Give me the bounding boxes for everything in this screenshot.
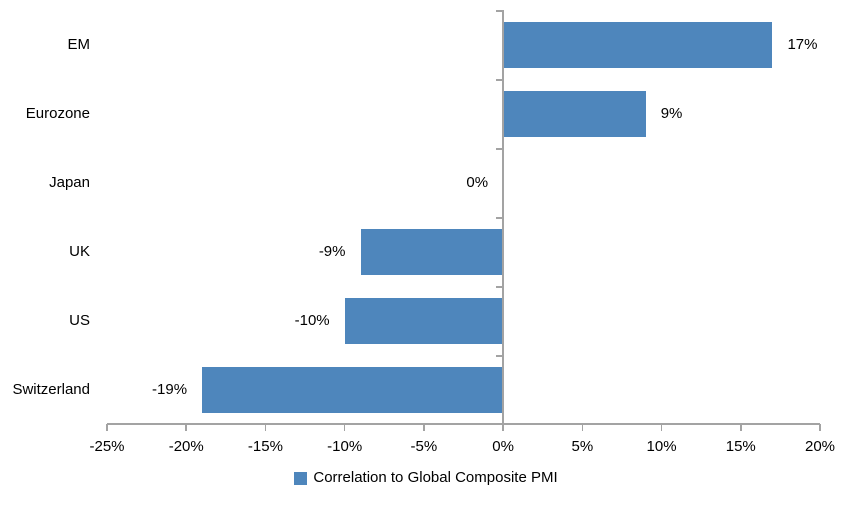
x-axis-line <box>107 423 820 425</box>
x-tick-label: -25% <box>89 438 125 455</box>
value-label: -19% <box>152 380 188 398</box>
x-tick-label: 10% <box>646 438 677 455</box>
x-axis-tick <box>502 424 504 431</box>
x-axis-tick <box>423 424 425 431</box>
category-label: Japan <box>49 173 90 191</box>
x-axis-tick <box>185 424 187 431</box>
x-tick-label: 20% <box>804 438 836 455</box>
zero-axis-line <box>502 10 505 431</box>
category-tick <box>496 217 503 219</box>
category-label: US <box>69 311 90 329</box>
category-tick <box>496 286 503 288</box>
x-axis-tick <box>264 424 267 431</box>
x-tick-label: 15% <box>725 438 756 455</box>
x-axis-tick <box>343 424 346 431</box>
x-tick-label: -5% <box>410 438 438 455</box>
category-label: Eurozone <box>25 104 90 122</box>
category-tick <box>496 79 503 81</box>
value-label: 9% <box>660 104 683 122</box>
legend: Correlation to Global Composite PMI <box>0 469 852 487</box>
value-label: -9% <box>318 242 346 260</box>
bar-switzerland <box>202 366 504 413</box>
category-label: UK <box>69 242 90 260</box>
x-tick-label: -20% <box>168 438 204 455</box>
x-axis-tick <box>740 424 742 431</box>
value-label: -10% <box>294 311 330 329</box>
legend-marker-icon <box>294 471 308 485</box>
bar-us <box>344 297 504 344</box>
bar-uk <box>360 228 504 275</box>
category-tick <box>496 355 503 357</box>
x-tick-label: -15% <box>247 438 283 455</box>
value-label: 17% <box>787 35 818 53</box>
value-label: 0% <box>466 173 489 191</box>
x-axis-tick <box>106 424 108 431</box>
bar-eurozone <box>503 90 646 137</box>
category-tick <box>496 148 503 150</box>
x-tick-label: 0% <box>492 438 514 455</box>
x-axis-tick <box>660 424 663 431</box>
legend-label: Correlation to Global Composite PMI <box>313 469 558 486</box>
x-tick-label: 5% <box>571 438 594 455</box>
x-tick-label: -10% <box>327 438 363 455</box>
x-axis-tick <box>581 424 584 431</box>
bar-em <box>503 21 773 68</box>
category-tick <box>496 10 503 12</box>
category-label: Switzerland <box>12 380 90 398</box>
x-axis-tick <box>819 424 821 431</box>
category-label: EM <box>67 35 91 53</box>
